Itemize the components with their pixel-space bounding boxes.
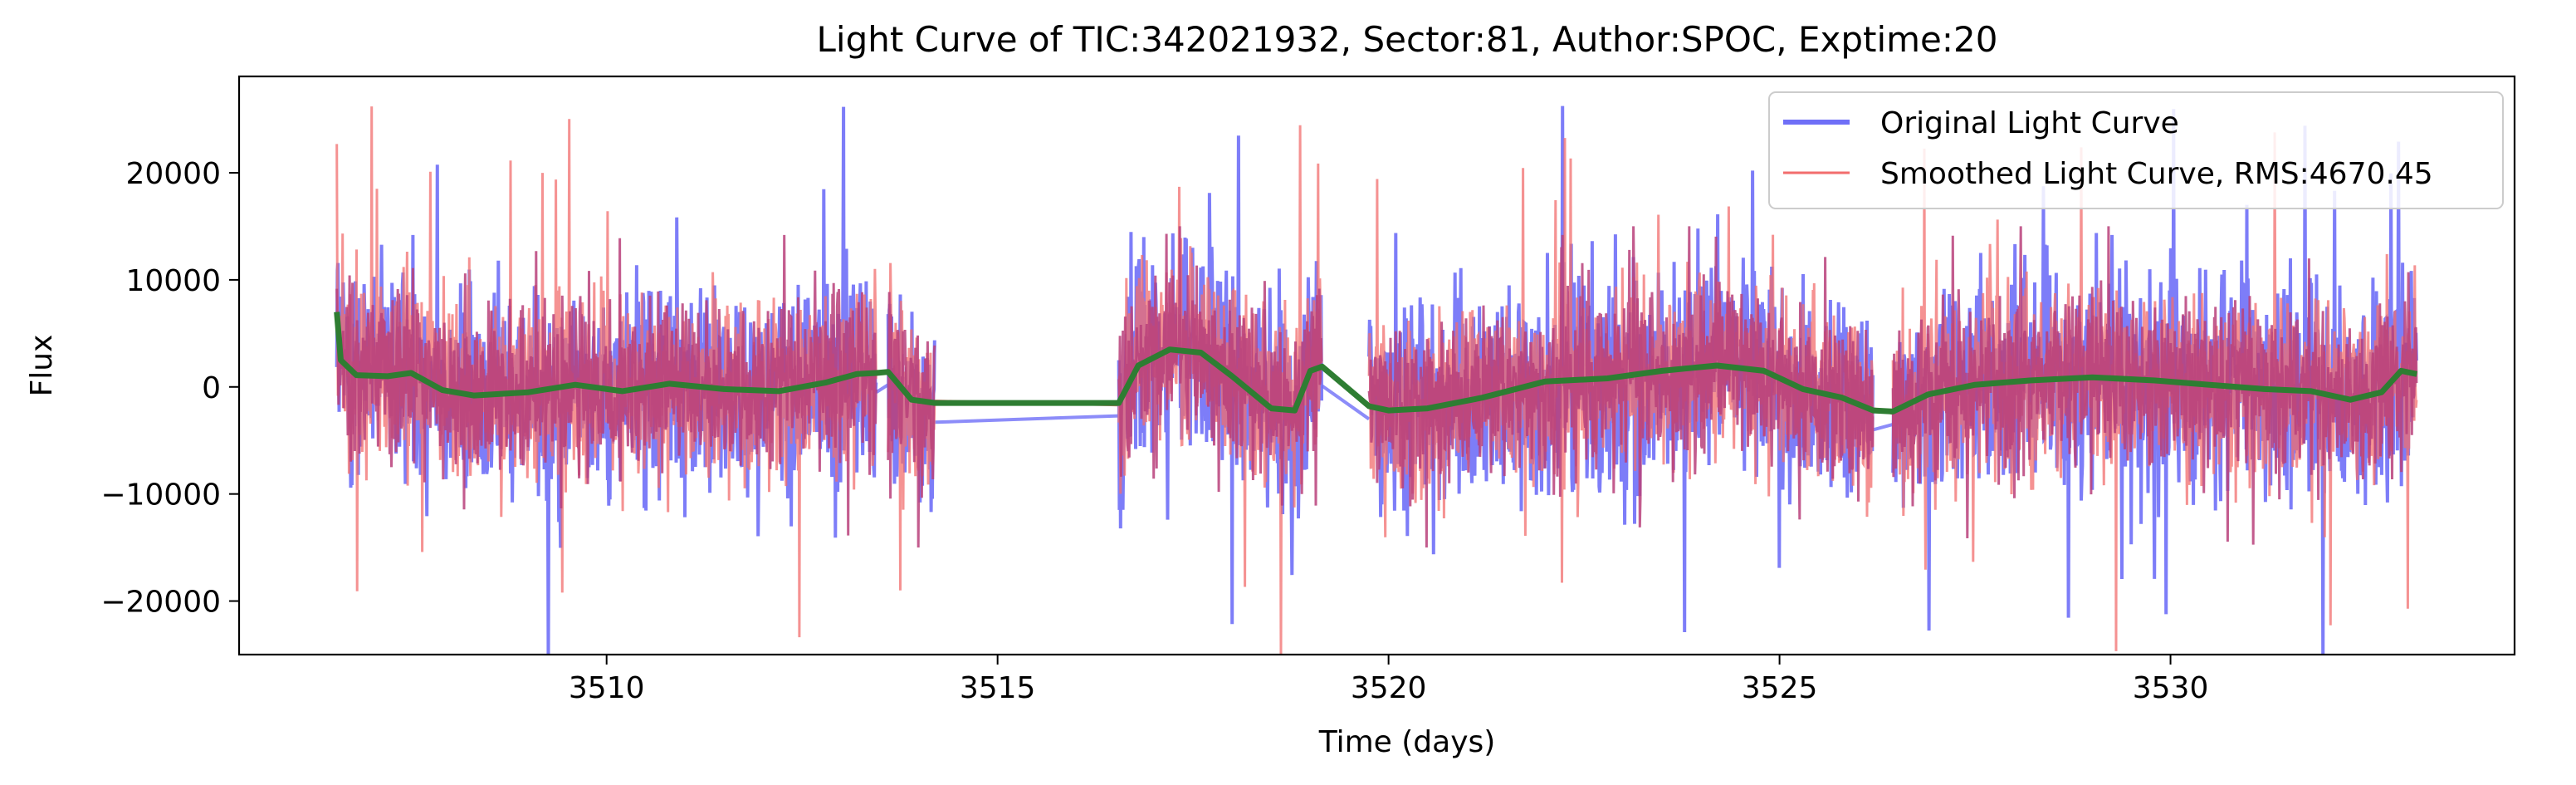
- legend-box: [1768, 91, 2504, 209]
- chart-title: Light Curve of TIC:342021932, Sector:81,…: [817, 19, 1998, 60]
- y-axis: 20000 10000 0 −10000 −20000: [100, 157, 239, 620]
- plot-frame: [237, 75, 2516, 656]
- legend-smoothed-label: Smoothed Light Curve, RMS:4670.45: [1880, 157, 2433, 191]
- x-axis-label: Time (days): [1318, 725, 1496, 759]
- trend-line: [334, 312, 2418, 415]
- overlap-core: [335, 226, 2418, 548]
- y-tick-label: 0: [202, 371, 221, 405]
- original-gap-connector: [875, 383, 889, 394]
- original-gap-connector: [1873, 422, 1894, 432]
- original-gap-connector: [935, 414, 1119, 424]
- y-tick-label: 20000: [125, 157, 221, 191]
- series-layer: [334, 105, 2418, 655]
- legend-original-label: Original Light Curve: [1880, 106, 2179, 140]
- y-tick-label: −20000: [100, 586, 221, 620]
- y-axis-label: Flux: [25, 335, 59, 397]
- y-tick-label: −10000: [100, 478, 221, 513]
- y-tick-label: 10000: [125, 264, 221, 298]
- x-axis: 3510 3515 3520 3525 3530: [569, 655, 2208, 705]
- original-gap-connector: [1321, 384, 1371, 421]
- x-tick-label: 3510: [569, 671, 645, 705]
- x-tick-label: 3520: [1351, 671, 1427, 705]
- x-tick-label: 3530: [2133, 671, 2209, 705]
- legend[interactable]: Original Light Curve Smoothed Light Curv…: [1768, 91, 2504, 209]
- original-light-curve-line: [335, 105, 2418, 655]
- x-tick-label: 3525: [1742, 671, 1818, 705]
- x-tick-label: 3515: [960, 671, 1036, 705]
